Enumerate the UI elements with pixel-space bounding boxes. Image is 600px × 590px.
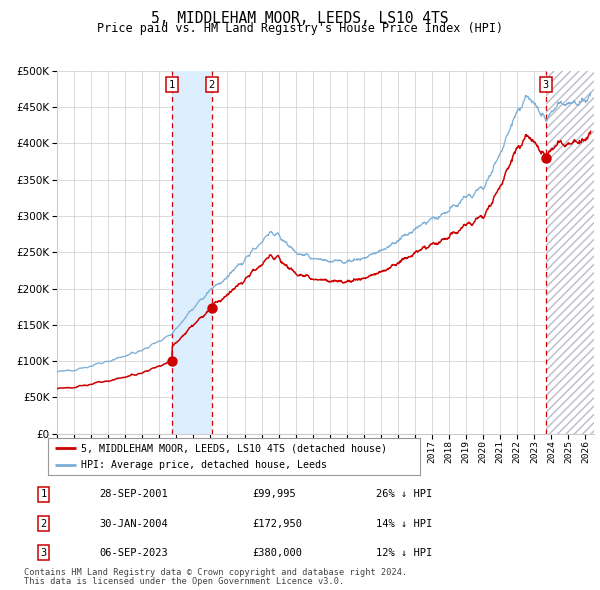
Bar	[172, 71, 212, 434]
Text: 1: 1	[169, 80, 175, 90]
Text: 12% ↓ HPI: 12% ↓ HPI	[376, 548, 432, 558]
Text: 5, MIDDLEHAM MOOR, LEEDS, LS10 4TS: 5, MIDDLEHAM MOOR, LEEDS, LS10 4TS	[151, 11, 449, 25]
Text: £380,000: £380,000	[253, 548, 303, 558]
Text: This data is licensed under the Open Government Licence v3.0.: This data is licensed under the Open Gov…	[24, 577, 344, 586]
Text: 2: 2	[40, 519, 47, 529]
Text: 28-SEP-2001: 28-SEP-2001	[100, 489, 168, 499]
Text: 2: 2	[209, 80, 215, 90]
Text: 06-SEP-2023: 06-SEP-2023	[100, 548, 168, 558]
Text: 3: 3	[40, 548, 47, 558]
Text: £172,950: £172,950	[253, 519, 303, 529]
Text: 3: 3	[543, 80, 549, 90]
Text: 14% ↓ HPI: 14% ↓ HPI	[376, 519, 432, 529]
Text: 5, MIDDLEHAM MOOR, LEEDS, LS10 4TS (detached house): 5, MIDDLEHAM MOOR, LEEDS, LS10 4TS (deta…	[82, 443, 388, 453]
Text: 26% ↓ HPI: 26% ↓ HPI	[376, 489, 432, 499]
Text: Contains HM Land Registry data © Crown copyright and database right 2024.: Contains HM Land Registry data © Crown c…	[24, 568, 407, 577]
Text: Price paid vs. HM Land Registry's House Price Index (HPI): Price paid vs. HM Land Registry's House …	[97, 22, 503, 35]
Text: 1: 1	[40, 489, 47, 499]
Bar	[546, 71, 594, 434]
Text: 30-JAN-2004: 30-JAN-2004	[100, 519, 168, 529]
Text: HPI: Average price, detached house, Leeds: HPI: Average price, detached house, Leed…	[82, 460, 328, 470]
Text: £99,995: £99,995	[253, 489, 296, 499]
